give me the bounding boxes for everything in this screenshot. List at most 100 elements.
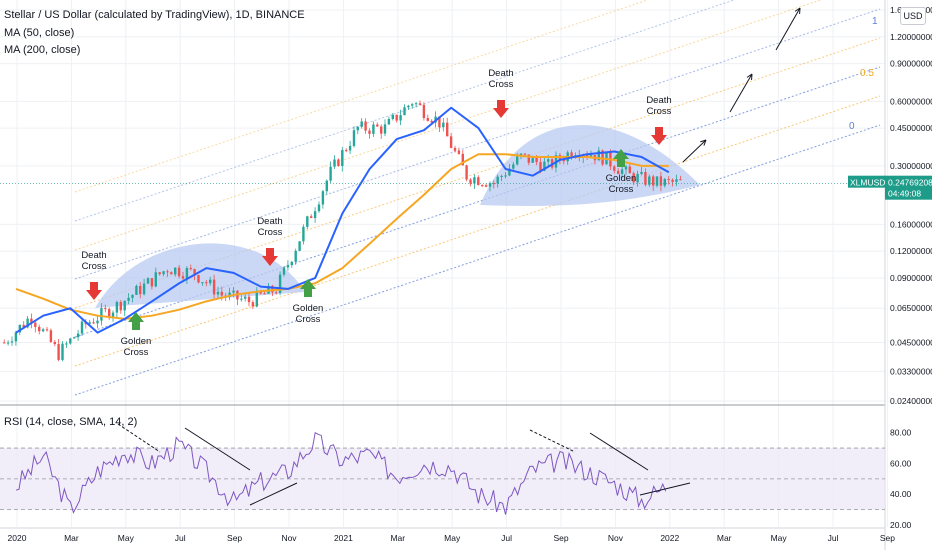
candle-body	[496, 176, 499, 184]
candle-body	[115, 302, 119, 313]
candle-body	[453, 147, 457, 151]
annotation-text: Cross	[124, 347, 149, 358]
price-axis-label: 0.16000000	[890, 219, 932, 229]
time-axis-label: Sep	[553, 533, 568, 543]
candle-body	[446, 122, 449, 137]
candle-body	[422, 104, 426, 118]
candle-body	[205, 282, 208, 284]
candle-body	[263, 293, 266, 295]
projection-arrow	[775, 7, 801, 51]
death-cross-annotation	[86, 282, 102, 300]
price-axis-label: 0.60000000	[890, 96, 932, 106]
ma200-legend[interactable]: MA (200, close)	[4, 44, 81, 56]
rsi-legend[interactable]: RSI (14, close, SMA, 14, 2)	[4, 416, 138, 428]
candle-body	[185, 268, 189, 279]
annotation-text: Golden	[606, 173, 637, 184]
candle-body	[442, 122, 445, 128]
candle-body	[57, 344, 60, 360]
candle-body	[562, 159, 565, 162]
candle-body	[313, 211, 317, 218]
candle-body	[80, 321, 84, 334]
candle-body	[45, 329, 49, 331]
price-axis-label: 0.09000000	[890, 273, 932, 283]
candle-body	[679, 179, 682, 181]
candle-body	[69, 338, 72, 344]
candle-body	[352, 130, 356, 146]
candle-body	[407, 105, 410, 108]
time-axis-label: Jul	[828, 533, 839, 543]
annotation-text: Death	[81, 250, 106, 261]
projection-arrow-head	[794, 7, 801, 15]
candle-body	[162, 271, 165, 275]
candle-body	[14, 332, 18, 342]
candle-body	[508, 168, 511, 176]
death-cross-annotation	[493, 100, 509, 118]
candle-body	[240, 298, 243, 300]
candle-body	[275, 292, 278, 294]
price-axis-label: 0.03300000	[890, 366, 932, 376]
candle-body	[383, 124, 387, 134]
ma50-line	[15, 106, 670, 334]
candle-body	[648, 176, 651, 185]
candle-body	[150, 278, 154, 287]
candle-body	[329, 166, 332, 181]
fib-channel-line	[74, 95, 881, 367]
golden-cross-annotation	[300, 279, 316, 297]
golden-cross-annotation	[613, 149, 629, 167]
annotation-text: Cross	[296, 314, 321, 325]
candle-body	[10, 341, 14, 343]
candle-body	[403, 107, 406, 116]
candle-body	[484, 185, 488, 187]
candle-body	[500, 175, 503, 177]
ma50-legend[interactable]: MA (50, close)	[4, 27, 75, 39]
death-cross-arrow	[651, 127, 667, 145]
candle-body	[620, 169, 624, 174]
rsi-axis-label: 80.00	[890, 428, 912, 438]
candle-body	[457, 150, 461, 154]
candle-body	[667, 179, 670, 181]
candle-body	[3, 342, 6, 344]
price-axis-label: 0.45000000	[890, 123, 932, 133]
fib-channel-line	[74, 0, 822, 251]
time-axis-label: Mar	[390, 533, 405, 543]
candle-body	[628, 166, 631, 174]
candle-body	[644, 172, 647, 185]
fib-label-0.5: 0.5	[860, 68, 874, 79]
candle-body	[492, 183, 495, 185]
golden-cross-annotation	[128, 312, 144, 330]
price-axis-label: 0.12000000	[890, 246, 932, 256]
annotation-text: Cross	[609, 184, 634, 195]
candle-body	[49, 330, 53, 342]
candle-body	[488, 183, 492, 187]
candle-body	[177, 267, 181, 277]
candle-body	[317, 204, 321, 212]
candle-body	[65, 343, 68, 345]
candle-body	[543, 161, 546, 171]
symbol-badge-text: XLMUSD	[850, 178, 885, 188]
price-axis-label: 0.02400000	[890, 396, 932, 406]
rsi-axis-label: 20.00	[890, 520, 912, 530]
time-axis-label: Jul	[501, 533, 512, 543]
candle-body	[88, 322, 91, 324]
candle-body	[613, 166, 616, 171]
fib-channel-line	[74, 8, 881, 280]
currency-button[interactable]: USD	[900, 7, 926, 25]
candle-body	[636, 173, 639, 183]
death-cross-annotation	[262, 248, 278, 266]
rsi-trendline	[249, 482, 298, 506]
time-axis-label: Sep	[880, 533, 895, 543]
candle-body	[139, 285, 142, 295]
time-axis-label: 2021	[334, 533, 353, 543]
time-axis-label: May	[771, 533, 788, 543]
candle-body	[108, 309, 111, 318]
candle-body	[395, 114, 398, 121]
projection-arrow	[682, 139, 707, 163]
rsi-trendline	[117, 423, 161, 453]
price-axis-label: 0.90000000	[890, 59, 932, 69]
annotation-text: Cross	[258, 227, 283, 238]
rsi-axis-label: 60.00	[890, 458, 912, 468]
candle-body	[414, 103, 418, 105]
candle-body	[232, 290, 235, 293]
candle-body	[411, 104, 414, 106]
